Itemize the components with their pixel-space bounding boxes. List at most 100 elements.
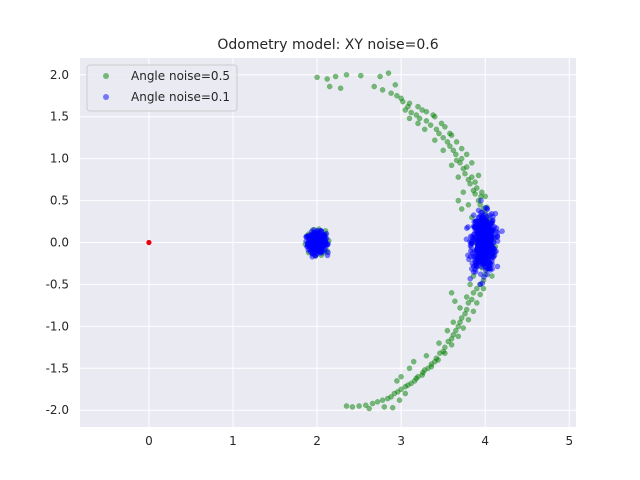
point-angle-noise-0-5 — [447, 143, 453, 149]
point-angle-noise-0-5 — [475, 172, 482, 179]
point-angle-noise-0-1 — [477, 271, 484, 278]
y-tick-label: -1.0 — [46, 319, 69, 333]
point-angle-noise-0-5 — [467, 281, 473, 288]
legend-label-angle-noise-0-1: Angle noise=0.1 — [131, 90, 230, 104]
point-angle-noise-0-5 — [377, 73, 383, 80]
legend-marker-angle-noise-0-5 — [103, 73, 109, 79]
chart-title: Odometry model: XY noise=0.6 — [217, 37, 438, 53]
point-angle-noise-0-5 — [458, 145, 465, 152]
point-angle-noise-0-1 — [469, 240, 475, 247]
point-angle-noise-0-5 — [362, 402, 369, 409]
point-angle-noise-0-1 — [467, 275, 474, 282]
point-angle-noise-0-5 — [381, 404, 388, 410]
point-angle-noise-0-1 — [489, 265, 496, 272]
point-angle-noise-0-1 — [485, 236, 492, 243]
point-angle-noise-0-5 — [452, 327, 459, 334]
x-axis-ticks: 0 1 2 3 4 5 — [145, 434, 573, 448]
point-angle-noise-0-1 — [473, 247, 480, 253]
point-angle-noise-0-1 — [476, 221, 483, 228]
point-angle-noise-0-5 — [448, 289, 455, 296]
y-tick-label: -2.0 — [46, 403, 69, 417]
point-angle-noise-0-5 — [379, 87, 386, 93]
point-angle-noise-0-5 — [421, 126, 428, 133]
point-angle-noise-0-5 — [472, 191, 478, 197]
y-tick-label: 1.0 — [50, 152, 69, 166]
point-angle-noise-0-1 — [310, 237, 317, 243]
point-angle-noise-0-5 — [482, 193, 489, 200]
y-tick-label: 1.5 — [50, 110, 69, 124]
point-angle-noise-0-1 — [316, 248, 323, 255]
point-angle-noise-0-5 — [455, 174, 462, 180]
point-angle-noise-0-5 — [463, 294, 470, 300]
x-tick-label: 3 — [397, 434, 405, 448]
point-angle-noise-0-5 — [444, 139, 451, 145]
point-angle-noise-0-5 — [402, 390, 409, 397]
point-angle-noise-0-1 — [493, 225, 500, 232]
point-angle-noise-0-5 — [465, 300, 472, 306]
y-tick-label: 0.5 — [50, 194, 69, 208]
point-angle-noise-0-5 — [431, 137, 438, 144]
point-angle-noise-0-5 — [458, 206, 465, 212]
point-angle-noise-0-5 — [440, 134, 447, 141]
point-angle-noise-0-5 — [428, 363, 435, 370]
point-angle-noise-0-5 — [349, 404, 356, 410]
point-angle-noise-0-5 — [433, 126, 440, 133]
point-angle-noise-0-5 — [423, 352, 430, 359]
point-angle-noise-0-5 — [410, 358, 417, 365]
point-angle-noise-0-5 — [413, 112, 420, 118]
point-angle-noise-0-5 — [374, 398, 381, 405]
point-angle-noise-0-5 — [448, 162, 455, 169]
point-angle-noise-0-5 — [440, 147, 447, 154]
point-angle-noise-0-5 — [402, 107, 409, 113]
point-angle-noise-0-5 — [468, 296, 475, 303]
point-angle-noise-0-5 — [455, 197, 462, 204]
point-angle-noise-0-5 — [450, 147, 457, 154]
point-angle-noise-0-1 — [318, 242, 325, 249]
point-angle-noise-0-5 — [470, 308, 477, 315]
point-angle-noise-0-5 — [489, 273, 495, 279]
point-angle-noise-0-1 — [322, 238, 329, 245]
x-tick-label: 4 — [481, 434, 489, 448]
point-angle-noise-0-1 — [473, 218, 480, 224]
point-angle-noise-0-5 — [385, 70, 392, 76]
point-angle-noise-0-5 — [427, 122, 434, 128]
point-angle-noise-0-5 — [480, 285, 487, 292]
point-angle-noise-0-5 — [416, 115, 423, 122]
point-angle-noise-0-5 — [465, 316, 472, 323]
point-angle-noise-0-5 — [371, 83, 378, 90]
point-angle-noise-0-5 — [473, 285, 480, 292]
point-angle-noise-0-1 — [475, 207, 482, 214]
point-angle-noise-0-5 — [379, 397, 386, 404]
origin-point — [146, 239, 152, 246]
point-angle-noise-0-1 — [494, 263, 501, 270]
point-angle-noise-0-5 — [423, 108, 430, 115]
point-angle-noise-0-5 — [477, 291, 484, 298]
point-angle-noise-0-5 — [438, 120, 445, 127]
point-angle-noise-0-1 — [465, 224, 471, 230]
point-angle-noise-0-1 — [482, 225, 488, 231]
point-angle-noise-0-1 — [486, 242, 493, 249]
x-tick-label: 5 — [565, 434, 573, 448]
point-angle-noise-0-5 — [465, 201, 472, 208]
point-angle-noise-0-1 — [467, 248, 474, 254]
point-angle-noise-0-1 — [479, 214, 486, 221]
point-angle-noise-0-5 — [408, 109, 415, 116]
point-angle-noise-0-5 — [343, 403, 350, 409]
legend-marker-angle-noise-0-1 — [103, 94, 109, 100]
point-angle-noise-0-1 — [306, 241, 313, 247]
point-angle-noise-0-5 — [472, 179, 478, 185]
point-angle-noise-0-5 — [356, 403, 362, 409]
point-angle-noise-0-5 — [445, 338, 452, 345]
y-tick-label: -0.5 — [46, 277, 69, 291]
point-angle-noise-0-1 — [492, 248, 498, 255]
point-angle-noise-0-5 — [392, 81, 399, 88]
x-tick-label: 2 — [313, 434, 321, 448]
point-angle-noise-0-1 — [485, 262, 492, 269]
point-angle-noise-0-5 — [394, 378, 400, 384]
legend-box — [86, 64, 238, 112]
point-angle-noise-0-5 — [444, 327, 451, 334]
point-angle-noise-0-1 — [470, 212, 477, 218]
x-tick-label: 0 — [145, 434, 153, 448]
point-angle-noise-0-1 — [488, 219, 495, 226]
